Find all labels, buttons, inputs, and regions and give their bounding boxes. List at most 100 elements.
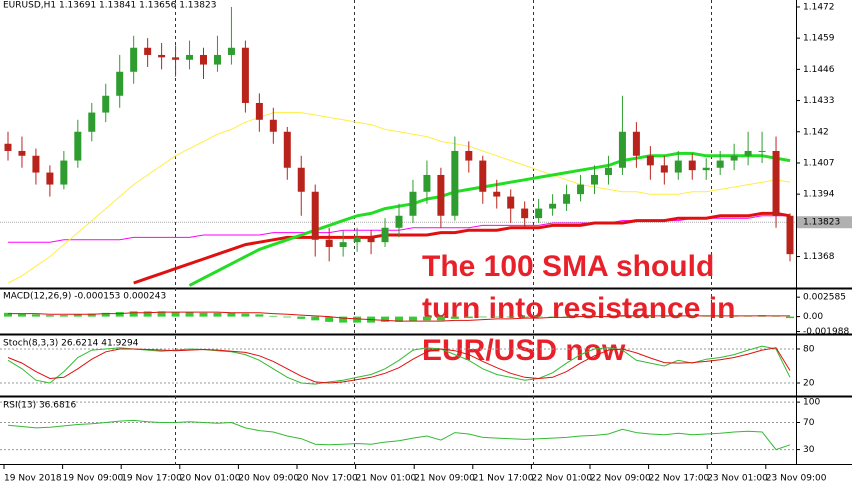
macd-bar xyxy=(548,316,557,318)
candle-body xyxy=(297,167,305,192)
candle-body xyxy=(255,102,263,120)
candle-body xyxy=(632,131,640,156)
panel xyxy=(4,311,794,323)
x-tick-label: 22 Nov 17:00 xyxy=(649,474,710,484)
candle-body xyxy=(772,150,780,216)
candle-body xyxy=(674,160,682,173)
candle-body xyxy=(688,160,696,171)
x-tick-label: 21 Nov 09:00 xyxy=(414,474,475,484)
y-tick-label: 1.142 xyxy=(803,127,829,137)
y-tick-label: 1.1394 xyxy=(803,190,835,200)
macd-bar xyxy=(408,316,417,322)
candle-body xyxy=(604,167,612,175)
candle-body xyxy=(172,57,180,60)
macd-bar xyxy=(269,315,278,317)
macd-bar xyxy=(241,313,250,317)
annotation: The 100 SMA should xyxy=(422,250,714,283)
candle-body xyxy=(186,54,194,60)
indicator-title: RSI(13) 36.6816 xyxy=(3,401,76,411)
macd-bar xyxy=(506,316,515,318)
candle-body xyxy=(241,47,249,103)
candle-body xyxy=(493,191,501,197)
macd-bar xyxy=(562,316,571,318)
candle-body xyxy=(660,165,668,173)
macd-bar xyxy=(171,312,180,317)
candle-body xyxy=(311,191,319,240)
candle-body xyxy=(381,227,389,243)
candle-body xyxy=(744,150,752,156)
candle-body xyxy=(409,191,417,216)
candle-body xyxy=(563,194,571,204)
y-tick-label: 1.1446 xyxy=(803,65,835,75)
candle-body xyxy=(591,174,598,185)
candle-body xyxy=(353,237,361,243)
indicator-line xyxy=(8,311,790,322)
candle-body xyxy=(577,184,585,195)
indicator-line xyxy=(7,347,791,384)
y-tick-label: 1.1433 xyxy=(803,96,835,106)
candle-body xyxy=(702,167,710,171)
candle-body xyxy=(437,174,445,216)
candle-body xyxy=(144,47,152,55)
candle-body xyxy=(535,208,543,219)
y-tick-label: -0.001988 xyxy=(803,327,849,337)
x-tick-label: 21 Nov 17:00 xyxy=(473,474,534,484)
candle-body xyxy=(339,242,347,247)
macd-bar xyxy=(213,312,222,317)
macd-bar xyxy=(325,316,334,322)
indicator-line xyxy=(133,211,791,285)
x-tick-label: 21 Nov 01:00 xyxy=(356,474,417,484)
candle-body xyxy=(130,47,138,72)
indicator-title: Stoch(8,3,3) 26.6214 41.9294 xyxy=(3,339,139,349)
macd-bar xyxy=(101,312,110,317)
y-tick-label: 0.002585 xyxy=(803,293,846,303)
candle-body xyxy=(200,54,207,65)
macd-bar xyxy=(59,315,68,317)
candle-body xyxy=(618,131,626,168)
candle-body xyxy=(786,215,794,255)
x-tick-label: 23 Nov 01:00 xyxy=(707,474,768,484)
macd-bar xyxy=(255,314,264,317)
candle-body xyxy=(549,203,557,209)
y-tick-label: 0.00 xyxy=(803,312,823,322)
macd-bar xyxy=(381,316,390,322)
x-tick-label: 19 Nov 09:00 xyxy=(63,474,124,484)
candle-body xyxy=(367,237,375,243)
macd-bar xyxy=(422,316,431,321)
macd-bar xyxy=(129,311,138,317)
x-tick-label: 22 Nov 01:00 xyxy=(531,474,592,484)
y-tick-label: 70 xyxy=(803,418,815,428)
candle-body xyxy=(116,71,124,96)
candle-body xyxy=(213,54,221,65)
macd-bar xyxy=(199,312,208,317)
macd-bar xyxy=(17,313,26,317)
indicator-line xyxy=(7,112,791,284)
panel xyxy=(0,6,796,287)
macd-bar xyxy=(339,316,348,323)
macd-bar xyxy=(31,314,40,317)
x-tick-label: 20 Nov 17:00 xyxy=(297,474,358,484)
panel xyxy=(0,401,796,451)
indicator-title: MACD(12,26,9) -0.000153 0.000243 xyxy=(3,292,166,302)
x-tick-label: 22 Nov 09:00 xyxy=(590,474,651,484)
macd-bar xyxy=(464,316,473,319)
y-tick-label: 1.1368 xyxy=(803,252,835,262)
x-tick-label: 19 Nov 17:00 xyxy=(121,474,182,484)
candle-body xyxy=(716,160,724,168)
macd-bar xyxy=(478,316,487,318)
macd-bar xyxy=(534,316,543,318)
y-tick-label: 100 xyxy=(803,398,820,408)
x-tick-label: 19 Nov 2018 xyxy=(4,474,62,484)
macd-bar xyxy=(786,316,794,319)
candle-body xyxy=(102,95,110,113)
candle-body xyxy=(395,215,403,228)
y-tick-label: 1.1407 xyxy=(803,158,835,168)
candle-body xyxy=(60,160,68,185)
candle-body xyxy=(74,131,82,161)
indicator-line xyxy=(7,419,791,451)
x-tick-label: 20 Nov 01:00 xyxy=(180,474,241,484)
annotation: turn into resistance in xyxy=(422,292,735,325)
macd-bar xyxy=(297,316,306,319)
